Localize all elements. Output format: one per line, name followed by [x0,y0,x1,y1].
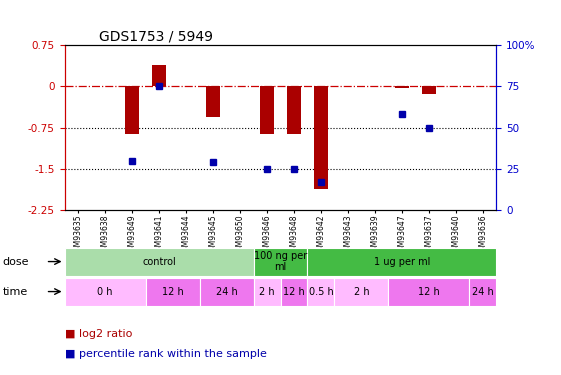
Text: 12 h: 12 h [418,286,440,297]
Bar [206,86,220,117]
Text: 1 ug per ml: 1 ug per ml [374,256,430,267]
Bar [287,86,301,134]
Text: ■ percentile rank within the sample: ■ percentile rank within the sample [65,350,266,359]
Text: ■ log2 ratio: ■ log2 ratio [65,329,132,339]
Text: GDS1753 / 5949: GDS1753 / 5949 [99,30,213,44]
Bar [334,278,389,306]
Text: time: time [3,287,28,297]
Bar [152,65,165,86]
Text: 24 h: 24 h [472,286,494,297]
Text: 2 h: 2 h [259,286,275,297]
Bar [396,86,409,88]
Text: 2 h: 2 h [353,286,369,297]
Bar [314,86,328,189]
Text: 24 h: 24 h [215,286,237,297]
Bar [388,278,470,306]
Bar [422,86,436,94]
Bar [280,278,307,306]
Text: control: control [142,256,176,267]
Bar [307,278,334,306]
Text: 12 h: 12 h [162,286,183,297]
Text: 0 h: 0 h [97,286,113,297]
Text: 12 h: 12 h [283,286,305,297]
Text: 100 ng per
ml: 100 ng per ml [254,251,307,272]
Bar [125,86,139,134]
Text: 0.5 h: 0.5 h [309,286,333,297]
Text: dose: dose [3,257,29,267]
Bar [254,248,307,276]
Bar [200,278,254,306]
Bar [470,278,496,306]
Bar [65,278,145,306]
Bar [65,248,254,276]
Bar [260,86,274,134]
Bar [145,278,200,306]
Bar [307,248,496,276]
Bar [254,278,280,306]
